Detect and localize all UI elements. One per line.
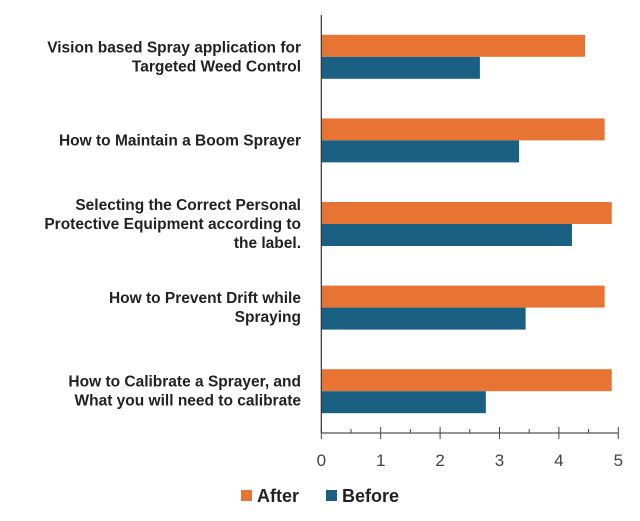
x-tick-label: 5	[614, 451, 623, 470]
bar-before-3	[321, 224, 572, 246]
bar-after-1	[321, 34, 586, 57]
category-label: Spraying	[235, 309, 301, 326]
category-label: Vision based Spray application for	[47, 39, 301, 56]
category-label: What you will need to calibrate	[74, 393, 301, 410]
category-label: the label.	[234, 235, 301, 252]
x-tick-label: 0	[317, 451, 326, 470]
x-tick-label: 3	[495, 451, 504, 470]
category-label: How to Calibrate a Sprayer, and	[68, 374, 301, 391]
category-label: How to Prevent Drift while	[109, 290, 301, 307]
category-label: How to Maintain a Boom Sprayer	[59, 132, 301, 149]
bar-before-5	[321, 391, 486, 414]
category-label: Targeted Weed Control	[132, 58, 301, 75]
bar-after-4	[321, 285, 605, 308]
legend-swatch-before	[326, 490, 337, 501]
legend-label-after: After	[257, 486, 299, 506]
x-tick-label: 4	[554, 451, 563, 470]
bar-before-4	[321, 307, 526, 330]
bar-after-3	[321, 202, 612, 224]
legend-swatch-after	[241, 490, 252, 501]
category-label: Protective Equipment according to	[44, 216, 301, 233]
bar-before-2	[321, 140, 520, 163]
legend-label-before: Before	[342, 486, 399, 506]
x-tick-label: 1	[376, 451, 385, 470]
category-label: Selecting the Correct Personal	[75, 197, 301, 214]
x-tick-label: 2	[435, 451, 444, 470]
bar-after-5	[321, 369, 612, 392]
bar-after-2	[321, 118, 605, 141]
bar-before-1	[321, 56, 480, 79]
